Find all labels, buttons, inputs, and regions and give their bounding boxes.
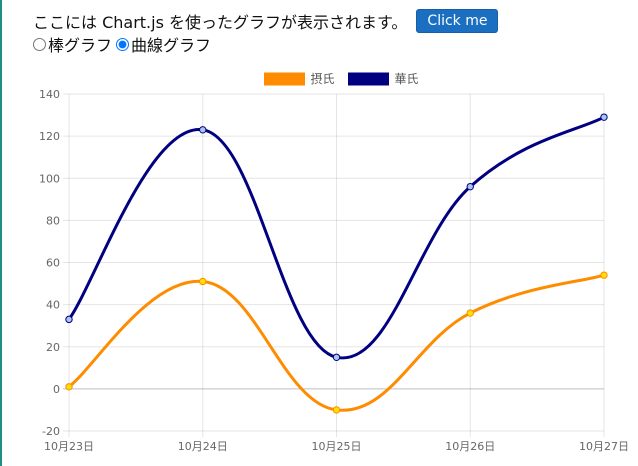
data-point <box>199 126 207 134</box>
data-point <box>466 309 474 317</box>
line-chart: -20 0 20 40 60 80 100 120 140 10月23日 10月24日 10月25日 1… <box>39 71 629 453</box>
x-tick-label: 10月24日 <box>178 440 228 453</box>
data-point <box>332 406 341 414</box>
radio-curve-label: 曲線グラフ <box>131 36 212 55</box>
data-point <box>600 113 608 121</box>
series-line-0 <box>68 273 605 412</box>
radio-option-curve[interactable]: 曲線グラフ <box>114 32 211 56</box>
header: ここには Chart.js を使ったグラフが表示されます。 Click me <box>33 8 499 34</box>
data-point <box>65 383 73 391</box>
data-point <box>332 353 341 361</box>
x-tick-label: 10月25日 <box>312 440 362 453</box>
left-border <box>0 0 2 466</box>
data-point <box>65 315 73 324</box>
series-line-1 <box>67 115 605 360</box>
legend-swatch <box>263 72 305 86</box>
x-tick-label: 10月23日 <box>44 440 94 453</box>
data-point <box>466 182 474 191</box>
legend-swatch <box>348 72 389 86</box>
legend-label: 華氏 <box>395 72 419 86</box>
x-tick-label: 10月26日 <box>445 440 495 453</box>
intro-text: ここには Chart.js を使ったグラフが表示されます。 <box>33 13 408 32</box>
data-point <box>600 271 608 279</box>
radio-option-bar[interactable]: 棒グラフ <box>31 32 112 56</box>
y-tick-label: 80 <box>46 214 60 227</box>
y-tick-label: 20 <box>46 341 60 354</box>
click-me-button[interactable]: Click me <box>416 9 499 33</box>
y-tick-label: 60 <box>46 257 60 270</box>
y-tick-label: 120 <box>39 130 60 143</box>
radio-bar-label: 棒グラフ <box>48 36 113 55</box>
x-tick-label: 10月27日 <box>579 440 629 453</box>
radio-curve[interactable] <box>116 37 130 51</box>
y-tick-label: 0 <box>53 383 60 396</box>
legend-label: 摂氏 <box>310 71 334 86</box>
y-tick-label: 40 <box>46 299 60 312</box>
data-point <box>199 277 207 286</box>
y-tick-label: -20 <box>42 425 60 438</box>
y-tick-label: 140 <box>39 88 60 101</box>
chart-type-selector: 棒グラフ 曲線グラフ <box>31 32 213 56</box>
y-tick-label: 100 <box>39 172 60 185</box>
radio-bar[interactable] <box>33 37 46 51</box>
